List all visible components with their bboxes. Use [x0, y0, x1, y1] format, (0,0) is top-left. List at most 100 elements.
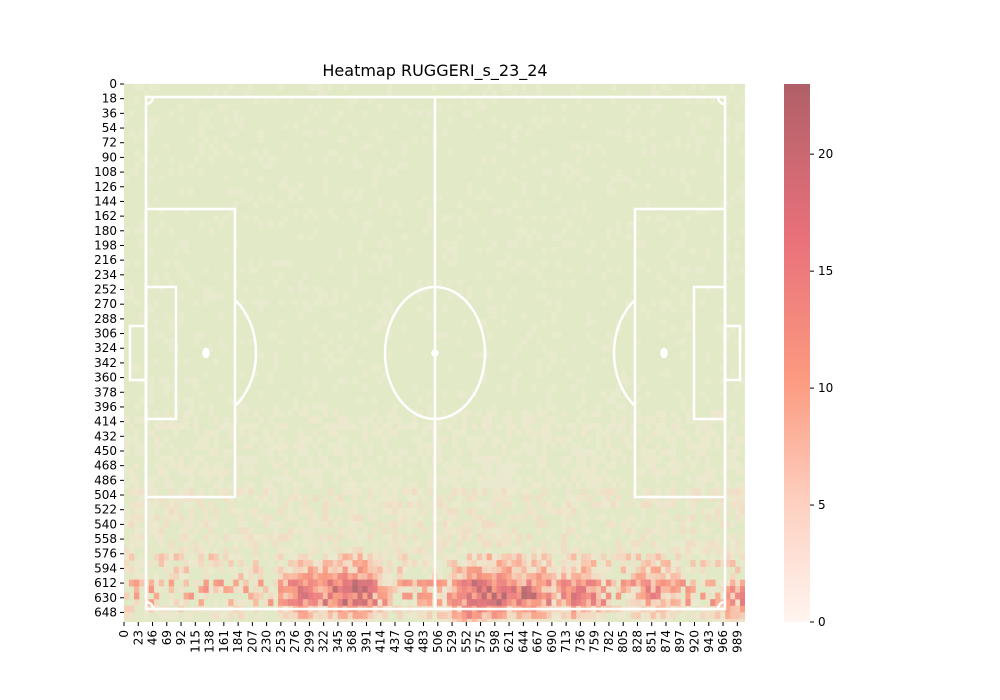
heatmap-cell	[600, 390, 607, 398]
heatmap-cell	[427, 592, 433, 600]
heatmap-cell	[218, 560, 224, 567]
heatmap-cell	[615, 168, 622, 176]
heatmap-cell	[566, 162, 572, 170]
heatmap-cell	[556, 423, 562, 431]
heatmap-cell	[377, 240, 383, 248]
heatmap-cell	[253, 579, 259, 587]
heatmap-cell	[392, 507, 398, 515]
heatmap-cell	[620, 612, 627, 620]
heatmap-cell	[476, 194, 483, 202]
heatmap-cell	[367, 416, 373, 424]
heatmap-cell	[705, 436, 711, 444]
heatmap-cell	[238, 560, 244, 567]
heatmap-cell	[645, 560, 652, 567]
x-tick-label: 644	[516, 630, 530, 653]
heatmap-cell	[367, 533, 373, 541]
heatmap-cell	[690, 494, 696, 502]
heatmap-cell	[183, 247, 189, 254]
heatmap-cell	[670, 481, 676, 489]
heatmap-cell	[566, 240, 572, 248]
heatmap-cell	[675, 416, 681, 424]
heatmap-cell	[446, 540, 453, 548]
heatmap-cell	[312, 110, 319, 118]
heatmap-cell	[312, 481, 319, 489]
heatmap-cell	[720, 201, 726, 209]
heatmap-cell	[228, 553, 234, 561]
heatmap-cell	[133, 416, 140, 424]
heatmap-cell	[605, 475, 612, 483]
heatmap-cell	[700, 436, 706, 444]
heatmap-cell	[382, 612, 388, 620]
x-tick-label: 92	[174, 630, 188, 645]
heatmap-cell	[322, 618, 329, 622]
heatmap-cell	[387, 429, 393, 437]
heatmap-cell	[223, 468, 229, 476]
heatmap-cell	[208, 142, 214, 150]
heatmap-cell	[317, 129, 324, 137]
heatmap-cell	[218, 103, 224, 111]
heatmap-cell	[461, 410, 468, 417]
heatmap-cell	[720, 560, 726, 567]
heatmap-cell	[148, 116, 155, 124]
heatmap-cell	[402, 488, 408, 496]
heatmap-cell	[312, 299, 319, 307]
heatmap-cell	[248, 488, 254, 496]
heatmap-cell	[715, 612, 721, 620]
heatmap-cell	[710, 579, 716, 587]
heatmap-cell	[173, 553, 180, 561]
heatmap-cell	[571, 579, 577, 587]
heatmap-cell	[124, 553, 130, 561]
y-tick-label: 612	[94, 576, 117, 590]
heatmap-cell	[238, 299, 244, 307]
heatmap-cell	[655, 410, 661, 417]
heatmap-cell	[327, 299, 334, 307]
heatmap-cell	[740, 416, 745, 424]
heatmap-cell	[223, 116, 229, 124]
heatmap-cell	[163, 338, 170, 346]
heatmap-cell	[566, 599, 572, 607]
heatmap-cell	[342, 618, 348, 622]
heatmap-cell	[332, 292, 339, 300]
heatmap-cell	[581, 618, 587, 622]
heatmap-cell	[332, 423, 339, 431]
heatmap-cell	[337, 566, 343, 574]
heatmap-cell	[168, 507, 175, 515]
heatmap-cell	[362, 220, 368, 228]
y-tick-label: 54	[102, 121, 117, 135]
heatmap-cell	[273, 442, 279, 450]
heatmap-cell	[441, 592, 448, 600]
heatmap-cell	[541, 449, 547, 457]
heatmap-cell	[436, 566, 443, 574]
heatmap-cell	[710, 553, 716, 561]
heatmap-cell	[705, 579, 711, 587]
heatmap-cell	[193, 97, 199, 104]
heatmap-cell	[278, 436, 284, 444]
heatmap-cell	[392, 586, 398, 594]
heatmap-cell	[287, 494, 294, 502]
heatmap-cell	[278, 547, 284, 554]
heatmap-cell	[441, 612, 448, 620]
heatmap-cell	[302, 527, 309, 535]
heatmap-cell	[223, 449, 229, 457]
heatmap-cell	[446, 560, 453, 567]
heatmap-cell	[586, 449, 592, 457]
heatmap-cell	[446, 618, 453, 622]
heatmap-cell	[481, 501, 488, 509]
heatmap-cell	[238, 455, 244, 463]
heatmap-cell	[357, 162, 363, 170]
heatmap-cell	[541, 560, 547, 567]
heatmap-cell	[610, 397, 617, 404]
heatmap-cell	[183, 560, 189, 567]
heatmap-cell	[496, 207, 502, 215]
heatmap-cell	[526, 566, 532, 574]
heatmap-cell	[665, 449, 671, 457]
heatmap-cell	[223, 344, 229, 352]
heatmap-cell	[253, 468, 259, 476]
heatmap-cell	[451, 253, 458, 261]
heatmap-cell	[332, 468, 339, 476]
heatmap-cell	[625, 103, 632, 111]
heatmap-cell	[436, 279, 443, 287]
heatmap-cell	[740, 181, 745, 189]
heatmap-cell	[581, 488, 587, 496]
